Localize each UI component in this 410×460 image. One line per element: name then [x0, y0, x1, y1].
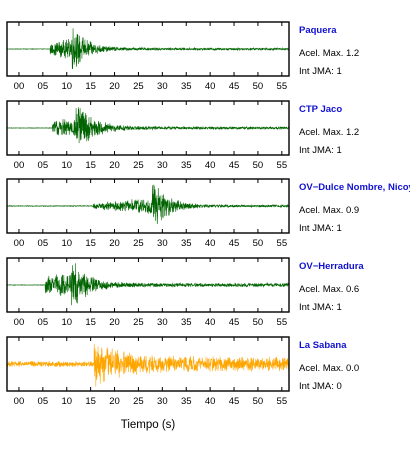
x-tick-label: 00	[14, 317, 25, 328]
station-name: OV−Herradura	[299, 261, 364, 272]
station-name: OV−Dulce Nombre, Nicoya	[299, 182, 410, 193]
x-tick-label: 00	[14, 238, 25, 249]
jma-intensity-label: Int JMA: 1	[299, 145, 342, 156]
station-panel: 00 05 10 15 20 25 30 35 40 45 50 55 OV−Dulce Nombre,…	[6, 178, 410, 249]
x-tick-label: 15	[85, 160, 96, 171]
station-panel: 00 05 10 15 20 25 30 35 40 45 50 55 La Sabana Acel. M…	[6, 336, 359, 407]
x-tick-label: 55	[277, 81, 288, 92]
x-tick-label: 10	[61, 81, 72, 92]
x-tick-label: 50	[253, 238, 264, 249]
max-accel-label: Acel. Max. 1.2	[299, 127, 359, 138]
x-tick-label: 50	[253, 160, 264, 171]
x-tick-label: 30	[157, 81, 168, 92]
x-tick-label: 15	[85, 317, 96, 328]
x-tick-label: 00	[14, 396, 25, 407]
x-tick-label: 20	[109, 396, 120, 407]
x-tick-label: 50	[253, 317, 264, 328]
panel-frame	[6, 336, 290, 392]
x-tick-label: 50	[253, 81, 264, 92]
x-tick-label: 35	[181, 396, 192, 407]
x-tick-label: 45	[229, 317, 240, 328]
x-tick-label: 45	[229, 81, 240, 92]
waveform-trace	[7, 28, 289, 69]
x-tick-label: 45	[229, 238, 240, 249]
x-axis-title: Tiempo (s)	[121, 419, 176, 431]
x-tick-label: 05	[38, 160, 49, 171]
max-accel-label: Acel. Max. 0.6	[299, 284, 359, 295]
x-tick-label: 10	[61, 396, 72, 407]
station-panel: 00 05 10 15 20 25 30 35 40 45 50 55 Paquera Acel. Max…	[6, 21, 359, 92]
x-tick-label: 00	[14, 160, 25, 171]
x-tick-label: 10	[61, 317, 72, 328]
x-tick-label: 35	[181, 160, 192, 171]
x-tick-label: 45	[229, 396, 240, 407]
x-tick-label: 25	[133, 160, 144, 171]
x-tick-label: 20	[109, 160, 120, 171]
panel-frame	[6, 257, 290, 313]
x-tick-label: 20	[109, 238, 120, 249]
x-tick-label: 45	[229, 160, 240, 171]
x-tick-label: 40	[205, 396, 216, 407]
station-name: La Sabana	[299, 340, 347, 351]
station-panel: 00 05 10 15 20 25 30 35 40 45 50 55 OV−Herradura Acel…	[6, 257, 364, 328]
x-tick-label: 40	[205, 317, 216, 328]
jma-intensity-label: Int JMA: 0	[299, 381, 342, 392]
x-tick-label: 55	[277, 317, 288, 328]
station-name: Paquera	[299, 25, 337, 36]
x-tick-label: 05	[38, 81, 49, 92]
x-tick-label: 20	[109, 317, 120, 328]
x-tick-label: 40	[205, 81, 216, 92]
x-tick-label: 35	[181, 81, 192, 92]
waveform-trace	[7, 107, 289, 144]
x-tick-label: 00	[14, 81, 25, 92]
x-tick-label: 55	[277, 160, 288, 171]
jma-intensity-label: Int JMA: 1	[299, 302, 342, 313]
x-tick-label: 05	[38, 238, 49, 249]
panel-frame	[6, 21, 290, 77]
max-accel-label: Acel. Max. 0.9	[299, 205, 359, 216]
jma-intensity-label: Int JMA: 1	[299, 223, 342, 234]
panel-frame	[6, 100, 290, 156]
waveform-trace	[7, 263, 289, 306]
x-tick-label: 10	[61, 238, 72, 249]
x-tick-label: 25	[133, 238, 144, 249]
max-accel-label: Acel. Max. 1.2	[299, 48, 359, 59]
x-tick-label: 30	[157, 238, 168, 249]
x-tick-label: 15	[85, 396, 96, 407]
x-tick-label: 40	[205, 238, 216, 249]
x-tick-label: 25	[133, 317, 144, 328]
x-tick-label: 30	[157, 396, 168, 407]
x-tick-label: 35	[181, 317, 192, 328]
x-tick-label: 20	[109, 81, 120, 92]
station-name: CTP Jaco	[299, 104, 342, 115]
panel-frame	[6, 178, 290, 234]
x-tick-label: 15	[85, 81, 96, 92]
x-tick-label: 05	[38, 317, 49, 328]
x-tick-label: 25	[133, 396, 144, 407]
x-tick-label: 15	[85, 238, 96, 249]
waveform-trace	[7, 184, 289, 225]
x-tick-label: 30	[157, 160, 168, 171]
x-tick-label: 35	[181, 238, 192, 249]
jma-intensity-label: Int JMA: 1	[299, 66, 342, 77]
max-accel-label: Acel. Max. 0.0	[299, 363, 359, 374]
waveform-trace	[7, 343, 289, 387]
x-tick-label: 40	[205, 160, 216, 171]
x-tick-label: 10	[61, 160, 72, 171]
x-tick-label: 05	[38, 396, 49, 407]
x-tick-label: 30	[157, 317, 168, 328]
x-tick-label: 50	[253, 396, 264, 407]
x-tick-label: 55	[277, 396, 288, 407]
x-tick-label: 55	[277, 238, 288, 249]
x-tick-label: 25	[133, 81, 144, 92]
station-panel: 00 05 10 15 20 25 30 35 40 45 50 55 CTP Jaco Acel. Ma…	[6, 100, 359, 171]
